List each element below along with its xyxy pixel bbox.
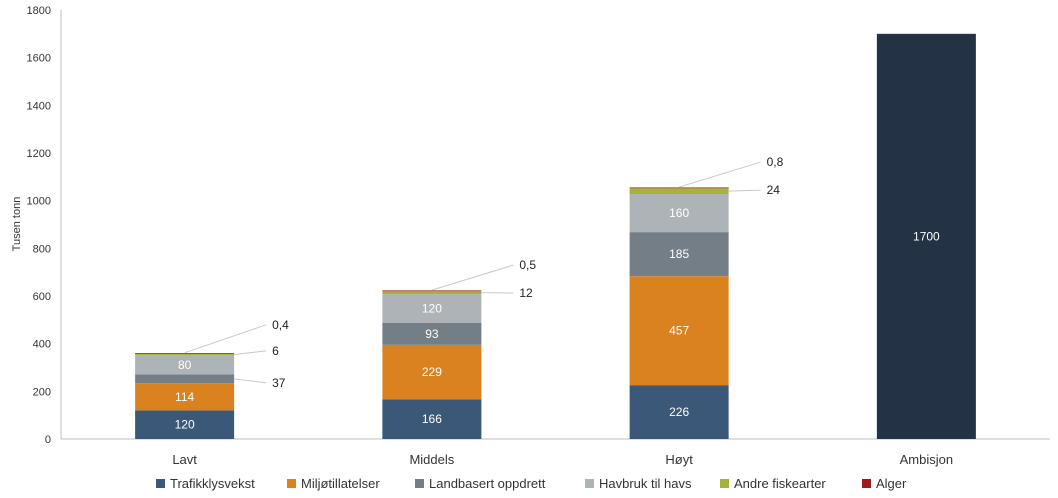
bar-segment <box>382 322 482 345</box>
data-label: 166 <box>422 412 442 426</box>
legend-label: Trafikklysvekst <box>170 476 255 491</box>
legend-swatch <box>585 479 594 488</box>
bar-segment <box>629 193 729 233</box>
bar-ambisjon <box>876 33 976 439</box>
leader-line <box>728 189 761 192</box>
bar-segment <box>382 399 482 439</box>
y-axis-title: Tusen tonn <box>11 197 23 252</box>
data-label: 24 <box>767 183 781 197</box>
bar-segment <box>629 276 729 386</box>
y-tick-label: 1200 <box>27 148 51 160</box>
leader-line <box>234 350 267 356</box>
data-label: 0,4 <box>272 318 289 332</box>
y-tick-label: 0 <box>45 434 51 446</box>
y-tick-label: 400 <box>33 339 51 351</box>
legend-label: Alger <box>876 476 907 491</box>
data-label: 120 <box>175 418 195 432</box>
data-label: 114 <box>175 390 194 404</box>
legend-label: Miljøtillatelser <box>301 476 380 491</box>
bar-segment <box>135 353 235 354</box>
legend-label: Andre fiskearter <box>734 476 826 491</box>
data-label: 93 <box>425 327 439 341</box>
y-axis: 0 200 400 600 800 1000 1200 1400 1600 1800 <box>27 5 62 446</box>
y-tick-label: 600 <box>33 291 51 303</box>
data-label: 1700 <box>913 229 940 243</box>
data-label: 160 <box>669 206 689 220</box>
bars <box>135 33 976 439</box>
legend-label: Havbruk til havs <box>599 476 692 491</box>
legend-swatch <box>720 479 729 488</box>
legend: Trafikklysvekst Miljøtillatelser Landbaser… <box>156 476 907 491</box>
y-tick-label: 1400 <box>27 100 51 112</box>
data-label: 457 <box>669 324 689 338</box>
leader-line <box>678 161 761 188</box>
data-label: 120 <box>422 301 442 315</box>
y-tick-label: 1000 <box>27 196 51 208</box>
bar-segment <box>382 290 482 292</box>
bar-segment <box>629 232 729 277</box>
data-label: 0,8 <box>767 155 784 169</box>
data-labels: 120 114 80 37 6 0,4 166 229 93 120 12 0,5 226 457 185 1… <box>175 155 940 432</box>
bar-segment <box>382 291 482 295</box>
leader-line <box>431 264 514 291</box>
bar-segment <box>629 188 729 194</box>
bar-segment <box>135 383 235 411</box>
data-label: 37 <box>272 376 286 390</box>
data-label: 6 <box>272 344 279 358</box>
legend-swatch <box>415 479 424 488</box>
bar-segment <box>135 355 235 375</box>
legend-label: Landbasert oppdrett <box>429 476 546 491</box>
y-tick-label: 1800 <box>27 5 51 17</box>
bar-segment <box>382 294 482 323</box>
bar-segment <box>629 385 729 439</box>
x-tick-label: Lavt <box>172 452 197 467</box>
data-label: 12 <box>519 286 533 300</box>
data-label: 0,5 <box>519 258 536 272</box>
data-label: 185 <box>669 247 689 261</box>
x-axis: Lavt Middels Høyt Ambisjon <box>61 438 1050 467</box>
y-tick-label: 800 <box>33 243 51 255</box>
bar-segment <box>382 344 482 400</box>
bar-segment <box>135 410 235 439</box>
x-tick-label: Ambisjon <box>900 452 953 467</box>
data-label: 229 <box>422 365 442 379</box>
leader-line <box>184 324 267 354</box>
data-label: 80 <box>178 358 192 372</box>
bar-segment <box>135 353 235 356</box>
data-label: 226 <box>669 405 689 419</box>
x-tick-label: Høyt <box>665 452 693 467</box>
legend-swatch <box>156 479 165 488</box>
legend-swatch <box>287 479 296 488</box>
legend-swatch <box>862 479 871 488</box>
y-tick-label: 200 <box>33 386 51 398</box>
y-tick-label: 1600 <box>27 53 51 65</box>
leader-line <box>234 378 267 384</box>
x-tick-label: Middels <box>409 452 454 467</box>
bar-segment <box>629 187 729 189</box>
bar-segment <box>135 374 235 384</box>
